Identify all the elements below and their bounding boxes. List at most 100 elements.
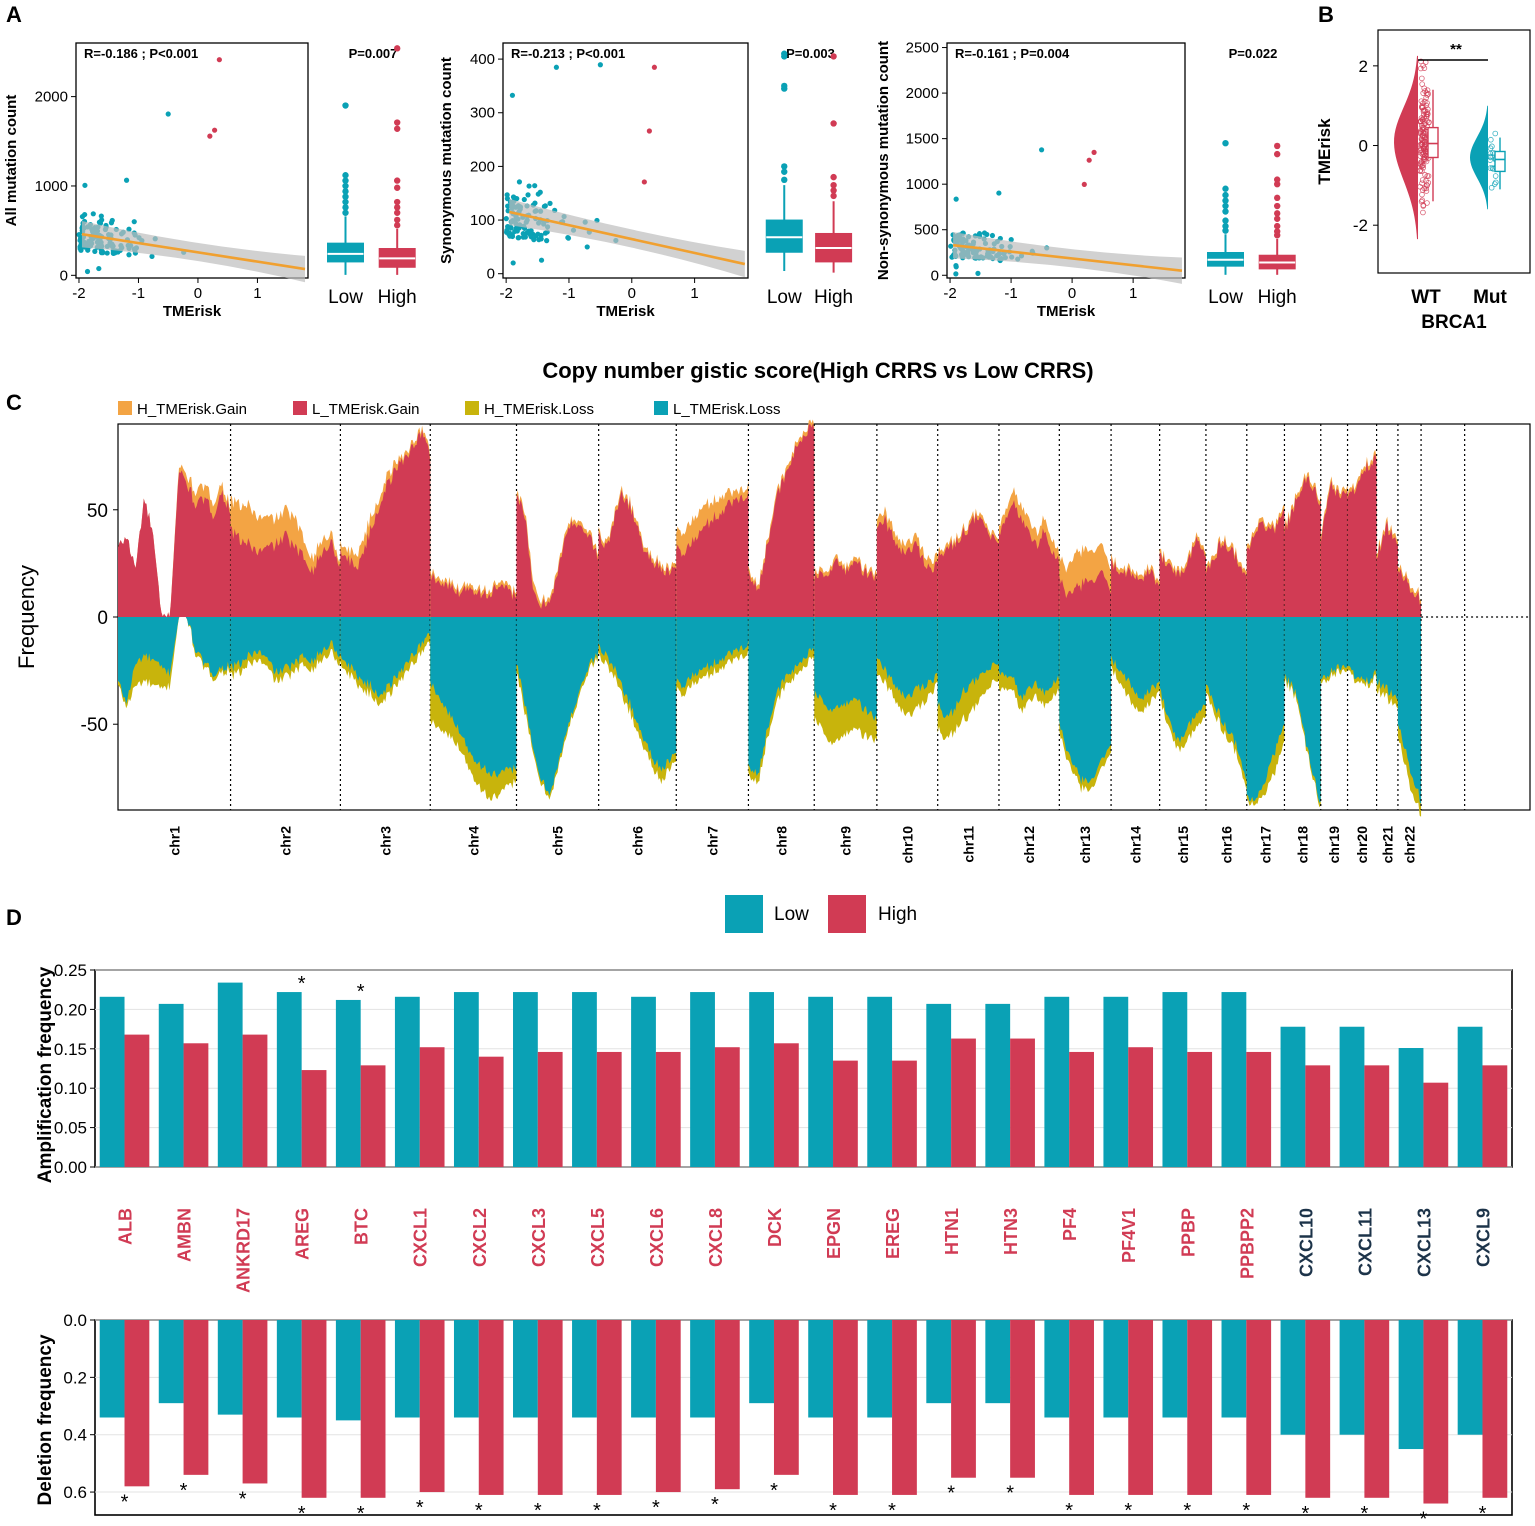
gene-label: ANKRD17 (234, 1208, 254, 1293)
box-outlier (394, 216, 401, 224)
legend-swatch-h-gain (118, 401, 132, 415)
scatter-point (503, 216, 509, 222)
del-bar-high (1128, 1320, 1154, 1495)
scatter-point (207, 133, 213, 139)
box-outlier (1274, 150, 1281, 158)
del-bar-high (301, 1320, 327, 1498)
fit-line (81, 232, 306, 271)
del-significance: * (475, 1500, 483, 1522)
del-significance: * (534, 1500, 542, 1522)
del-bar-low (985, 1320, 1011, 1404)
scatter-point (1091, 149, 1097, 155)
amp-bar-high (124, 1034, 150, 1167)
del-significance: * (357, 1503, 365, 1525)
box-pvalue: P=0.007 (349, 46, 398, 61)
scatter-point (996, 190, 1002, 196)
amp-bar-low (985, 1003, 1011, 1167)
box-outlier (1274, 176, 1281, 183)
box-outlier (1222, 197, 1229, 204)
l-loss-area (1159, 617, 1206, 743)
amp-y-tick-label: 0.20 (54, 1000, 87, 1019)
amp-bar-high (951, 1038, 976, 1167)
scatter-point (212, 127, 218, 133)
box-body (1494, 150, 1506, 173)
amp-y-tick-label: 0.00 (54, 1158, 87, 1177)
amp-bar-high (1069, 1051, 1094, 1167)
l-gain-area (430, 572, 517, 617)
box-outlier (830, 120, 837, 127)
box-body (1427, 126, 1439, 159)
amp-bar-high (360, 1065, 386, 1167)
gene-label: AMBN (175, 1208, 195, 1262)
del-bar-high (1423, 1320, 1449, 1504)
box-outlier (1222, 191, 1229, 199)
jitter-point (1424, 100, 1430, 106)
jitter-point (1419, 126, 1426, 133)
jitter-point (1489, 143, 1495, 150)
panel-c-title: Copy number gistic score(High CRRS vs Lo… (542, 358, 1093, 383)
x-axis-label: TMErisk (596, 303, 655, 320)
box-category-label: Low (328, 287, 363, 308)
scatter-point (538, 236, 544, 242)
chromosome-label: chr19 (1326, 826, 1342, 864)
l-loss-area (876, 617, 938, 700)
legend-label-high: High (878, 904, 917, 925)
scatter-point (532, 183, 538, 189)
y-axis-label: Non-synonymous mutation count (875, 41, 892, 280)
l-gain-area (676, 489, 749, 617)
gene-label: CXCL2 (470, 1208, 490, 1267)
scatter-point (516, 235, 522, 241)
del-significance: * (1360, 1503, 1368, 1525)
scatter-point (510, 194, 517, 200)
scatter-point (531, 237, 537, 243)
scatter-point (537, 189, 543, 195)
l-gain-area (118, 470, 231, 617)
l-loss-area (1205, 617, 1247, 782)
y-tick-label: 400 (470, 51, 495, 68)
amp-bar-high (1305, 1065, 1331, 1167)
box-outlier (830, 187, 837, 194)
scatter-point (646, 128, 652, 134)
chromosome-label: chr8 (773, 826, 789, 856)
l-gain-area (1246, 509, 1285, 617)
gene-label: HTN1 (942, 1208, 962, 1255)
jitter-point (1425, 179, 1432, 186)
del-bar-low (867, 1320, 893, 1418)
del-significance: * (1124, 1500, 1132, 1522)
box-outlier (1222, 185, 1229, 192)
chromosome-label: chr20 (1354, 826, 1370, 864)
scatter-point (953, 271, 959, 277)
fit-line (509, 210, 746, 266)
del-significance: * (121, 1491, 129, 1513)
gene-label: EPGN (824, 1208, 844, 1259)
box-outlier (781, 163, 788, 170)
scatter-point (104, 250, 110, 256)
scatter-point (522, 234, 528, 240)
panel-c-ylabel: Frequency (14, 565, 39, 669)
jitter-point (1487, 165, 1494, 171)
l-gain-area (748, 423, 815, 617)
chromosome-label: chr11 (960, 826, 976, 863)
l-loss-area (1320, 617, 1348, 680)
amp-bar-low (1339, 1026, 1365, 1167)
del-y-tick-label: 0.4 (63, 1426, 87, 1445)
x-tick-label: 0 (194, 285, 202, 302)
scatter-point (510, 260, 516, 266)
amp-y-tick-label: 0.05 (54, 1119, 87, 1138)
y-tick-label: -50 (81, 715, 108, 736)
jitter-point (1424, 87, 1431, 94)
y-tick-label: 50 (87, 501, 108, 522)
correlation-annotation: R=-0.161 ; P=0.004 (955, 46, 1070, 61)
jitter-point (1424, 111, 1431, 118)
jitter-point (1417, 141, 1424, 148)
jitter-point (1492, 130, 1499, 137)
del-bar-high (1187, 1320, 1213, 1495)
del-bar-low (1162, 1320, 1188, 1418)
del-significance: * (652, 1497, 660, 1519)
box-outlier (342, 204, 349, 211)
gene-label: EREG (883, 1208, 903, 1259)
y-tick-label: 500 (914, 222, 939, 239)
scatter-point (96, 265, 102, 272)
chromosome-label: chr10 (899, 826, 915, 864)
